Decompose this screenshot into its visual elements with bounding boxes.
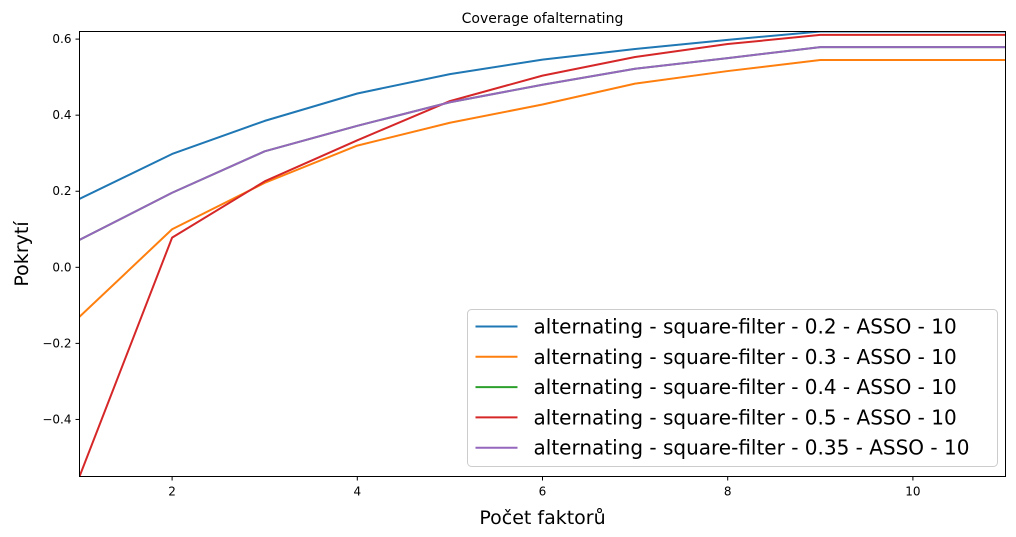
chart-title: Coverage ofalternating <box>462 11 624 27</box>
legend-label-3: alternating - square-filter - 0.4 - ASSO… <box>534 375 957 399</box>
series-line-2 <box>79 59 1006 319</box>
legend-label-4: alternating - square-filter - 0.5 - ASSO… <box>534 405 957 429</box>
y-tick-label: 0.6 <box>52 32 71 46</box>
x-tick-label: 10 <box>905 485 920 499</box>
x-tick-label: 4 <box>353 485 361 499</box>
y-tick-label: 0.4 <box>52 108 71 122</box>
series-line-1 <box>79 31 1006 200</box>
legend-box <box>467 309 998 467</box>
series-line-4 <box>79 33 1006 477</box>
legend-label-5: alternating - square-filter - 0.35 - ASS… <box>534 436 970 460</box>
series-layer <box>79 31 1006 477</box>
x-axis: 2 4 6 8 10 <box>168 476 921 499</box>
y-tick-label: 0.2 <box>52 184 71 198</box>
y-tick-label: −0.2 <box>42 336 71 350</box>
legend: alternating - square-filter - 0.2 - ASSO… <box>467 309 998 467</box>
y-axis: −0.4 −0.2 0.0 0.2 0.4 0.6 <box>42 32 80 426</box>
legend-label-1: alternating - square-filter - 0.2 - ASSO… <box>534 315 957 339</box>
legend-label-2: alternating - square-filter - 0.3 - ASSO… <box>534 345 957 369</box>
x-tick-label: 8 <box>724 485 732 499</box>
series-line-5 <box>79 46 1006 242</box>
x-tick-label: 2 <box>168 485 176 499</box>
y-axis-title: Pokrytí <box>11 221 33 287</box>
y-tick-label: −0.4 <box>42 412 71 426</box>
x-tick-label: 6 <box>539 485 547 499</box>
y-tick-label: 0.0 <box>52 260 71 274</box>
x-axis-title: Počet faktorů <box>479 507 605 529</box>
